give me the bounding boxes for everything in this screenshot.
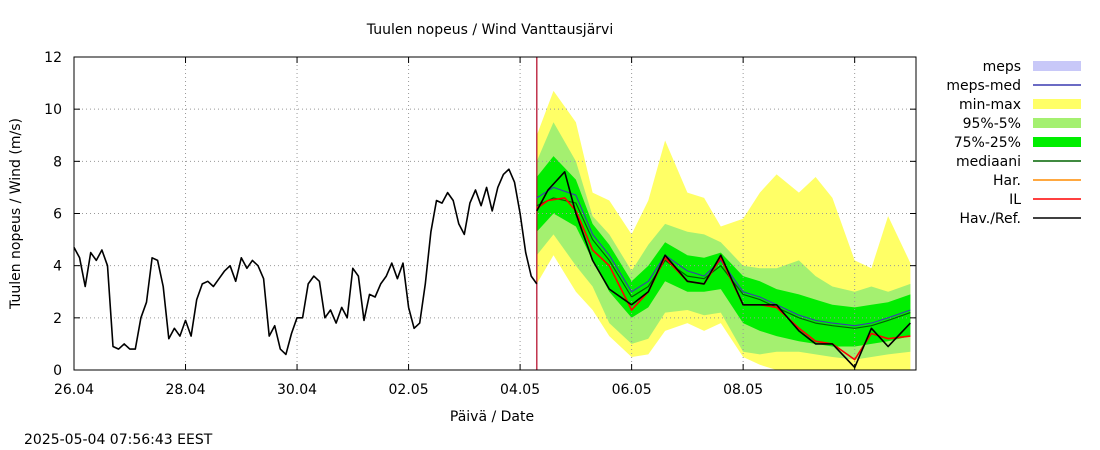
- legend-label: 95%-5%: [963, 116, 1021, 132]
- legend-label: min-max: [959, 97, 1021, 113]
- series-lines: [73, 168, 911, 369]
- x-tick-label: 06.05: [612, 382, 652, 398]
- legend-label: mediaani: [956, 154, 1021, 170]
- x-tick-label: 30.04: [277, 382, 317, 398]
- legend-label: meps-med: [946, 78, 1021, 94]
- timestamp: 2025-05-04 07:56:43 EEST: [24, 432, 213, 448]
- legend-swatch: [1033, 61, 1081, 71]
- chart-title: Tuulen nopeus / Wind Vanttausjärvi: [366, 22, 613, 38]
- y-tick-label: 10: [44, 102, 62, 118]
- y-tick-label: 2: [53, 311, 62, 327]
- x-axis-label: Päivä / Date: [450, 409, 534, 425]
- series-meps-med: [536, 186, 911, 327]
- legend: meps meps-med min-max 95%-5% 75%-25% mediaani…: [946, 59, 1081, 227]
- legend-label: 75%-25%: [954, 135, 1021, 151]
- y-tick-label: 0: [53, 363, 62, 379]
- y-tick-label: 12: [44, 50, 62, 66]
- y-tick-label: 6: [53, 207, 62, 223]
- forecast-bands: [536, 90, 911, 371]
- x-tick-label: 26.04: [54, 382, 94, 398]
- legend-swatch: [1033, 137, 1081, 147]
- y-tick-label: 8: [53, 154, 62, 170]
- legend-label: meps: [983, 59, 1021, 75]
- band-75-25-: [536, 156, 911, 347]
- legend-swatch: [1033, 99, 1081, 109]
- series-hav-ref-: [73, 168, 538, 356]
- x-tick-label: 04.05: [500, 382, 540, 398]
- y-axis-ticks: 0 2 4 6 8 10 12: [44, 50, 916, 379]
- x-axis-ticks: 26.04 28.04 30.04 02.05 04.05 06.05 08.05 10.05: [54, 57, 875, 398]
- legend-swatch: [1033, 118, 1081, 128]
- x-tick-label: 10.05: [835, 382, 875, 398]
- x-tick-label: 28.04: [165, 382, 205, 398]
- series-forecast: [536, 171, 911, 369]
- x-tick-label: 08.05: [723, 382, 763, 398]
- grid-lines: [74, 57, 916, 370]
- series-mediaani: [536, 197, 911, 329]
- legend-label: Hav./Ref.: [959, 211, 1021, 227]
- legend-label: IL: [1009, 192, 1021, 208]
- y-axis-label: Tuulen nopeus / Wind (m/s): [8, 118, 24, 310]
- legend-label: Har.: [993, 173, 1021, 189]
- x-tick-label: 02.05: [389, 382, 429, 398]
- y-tick-label: 4: [53, 259, 62, 275]
